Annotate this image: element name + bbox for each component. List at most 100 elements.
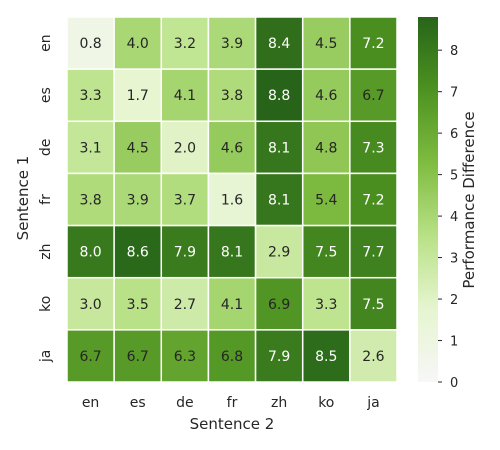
heatmap-cell xyxy=(301,120,351,175)
cell-value-label: 7.9 xyxy=(268,349,290,365)
cell-value-label: 3.2 xyxy=(174,36,196,52)
cell-value-label: 4.8 xyxy=(315,140,337,156)
colorbar-tick-label: 7 xyxy=(450,86,458,101)
y-tick-label: es xyxy=(38,87,54,103)
cell-value-label: 5.4 xyxy=(315,193,337,209)
cell-value-label: 7.9 xyxy=(174,245,196,261)
colorbar-tick-label: 3 xyxy=(450,252,458,267)
colorbar xyxy=(418,17,438,382)
cell-value-label: 6.9 xyxy=(268,297,290,313)
heatmap-cell xyxy=(254,68,304,123)
heatmap-cell xyxy=(160,329,210,383)
cell-value-label: 4.6 xyxy=(315,88,337,104)
cell-value-label: 4.5 xyxy=(315,36,337,52)
cell-value-label: 0.8 xyxy=(79,36,101,52)
colorbar-tick-label: 6 xyxy=(450,127,458,142)
colorbar-tick-label: 8 xyxy=(450,44,458,59)
cell-value-label: 4.1 xyxy=(174,88,196,104)
cell-value-label: 7.2 xyxy=(362,193,384,209)
heatmap-cell xyxy=(66,224,115,279)
heatmap-cell xyxy=(160,68,210,123)
cell-value-label: 3.3 xyxy=(79,88,101,104)
colorbar-label: Performance Difference xyxy=(460,111,478,288)
cell-value-label: 8.4 xyxy=(268,36,290,52)
heatmap-cell xyxy=(113,16,163,70)
x-tick-label: de xyxy=(176,395,194,411)
x-axis-label: Sentence 2 xyxy=(190,415,275,433)
y-tick-label: ja xyxy=(38,350,54,363)
cell-value-label: 3.1 xyxy=(79,140,101,156)
y-tick-label: de xyxy=(38,139,54,157)
colorbar-tick-label: 1 xyxy=(450,335,458,350)
y-tick-label: fr xyxy=(38,194,54,205)
heatmap-cell xyxy=(301,172,351,227)
x-tick-label: zh xyxy=(271,395,287,411)
heatmap-cell xyxy=(349,276,398,331)
cell-value-label: 4.6 xyxy=(221,140,243,156)
y-tick-label: en xyxy=(38,34,54,52)
cell-value-label: 2.9 xyxy=(268,245,290,261)
cell-value-label: 1.7 xyxy=(127,88,149,104)
cell-value-label: 4.5 xyxy=(127,140,149,156)
cell-value-label: 6.7 xyxy=(362,88,384,104)
cell-value-label: 3.8 xyxy=(79,193,101,209)
cell-value-label: 8.5 xyxy=(315,349,337,365)
cell-value-label: 4.0 xyxy=(127,36,149,52)
heatmap-cell xyxy=(349,329,398,383)
cell-value-label: 6.7 xyxy=(127,349,149,365)
cell-value-label: 3.5 xyxy=(127,297,149,313)
colorbar-tick-label: 5 xyxy=(450,169,458,184)
heatmap-cell xyxy=(66,276,115,331)
cell-value-label: 8.6 xyxy=(127,245,149,261)
heatmap-cell xyxy=(66,16,115,70)
x-tick-label: ja xyxy=(366,395,379,411)
cell-value-label: 8.1 xyxy=(221,245,243,261)
colorbar-ticks: 0 1 2 3 4 5 6 7 8 xyxy=(438,44,458,391)
cell-value-label: 6.7 xyxy=(79,349,101,365)
cell-value-label: 6.3 xyxy=(174,349,196,365)
x-tick-label: ko xyxy=(318,395,334,411)
cell-value-label: 7.7 xyxy=(362,245,384,261)
x-tick-label: es xyxy=(130,395,146,411)
cell-value-label: 8.0 xyxy=(79,245,101,261)
cell-value-label: 3.7 xyxy=(174,193,196,209)
y-tick-label: ko xyxy=(38,296,54,312)
cell-value-label: 3.9 xyxy=(221,36,243,52)
y-axis-ticks: en es de fr zh ko ja xyxy=(38,34,54,363)
cell-value-label: 3.9 xyxy=(127,193,149,209)
colorbar-tick-label: 0 xyxy=(450,376,458,391)
heatmap-cell xyxy=(113,172,163,227)
heatmap-cell xyxy=(66,68,115,123)
y-tick-label: zh xyxy=(38,244,54,260)
cell-value-label: 3.8 xyxy=(221,88,243,104)
heatmap-cell xyxy=(160,120,210,175)
cell-value-label: 8.1 xyxy=(268,140,290,156)
colorbar-tick-label: 4 xyxy=(450,210,458,225)
heatmap-cells: 0.8 4.0 3.2 3.9 8.4 4.5 7.2 3.3 1.7 4.1 3.8 8.8 4.6 6… xyxy=(66,16,398,383)
heatmap-cell xyxy=(113,120,163,175)
y-axis-label: Sentence 1 xyxy=(14,156,32,241)
heatmap-cell xyxy=(301,329,351,383)
cell-value-label: 8.8 xyxy=(268,88,290,104)
x-tick-label: fr xyxy=(227,395,238,411)
cell-value-label: 7.3 xyxy=(362,140,384,156)
cell-value-label: 3.0 xyxy=(79,297,101,313)
cell-value-label: 1.6 xyxy=(221,193,243,209)
cell-value-label: 6.8 xyxy=(221,349,243,365)
heatmap-cell xyxy=(254,329,304,383)
heatmap-cell xyxy=(349,120,398,175)
heatmap-cell xyxy=(66,172,115,227)
cell-value-label: 2.7 xyxy=(174,297,196,313)
cell-value-label: 8.1 xyxy=(268,193,290,209)
cell-value-label: 4.1 xyxy=(221,297,243,313)
x-axis-ticks: en es de fr zh ko ja xyxy=(82,395,380,411)
x-tick-label: en xyxy=(82,395,100,411)
cell-value-label: 7.5 xyxy=(362,297,384,313)
heatmap-cell xyxy=(160,224,210,279)
cell-value-label: 2.0 xyxy=(174,140,196,156)
heatmap-cell xyxy=(301,16,351,70)
heatmap-cell xyxy=(113,276,163,331)
cell-value-label: 2.6 xyxy=(362,349,384,365)
cell-value-label: 7.5 xyxy=(315,245,337,261)
